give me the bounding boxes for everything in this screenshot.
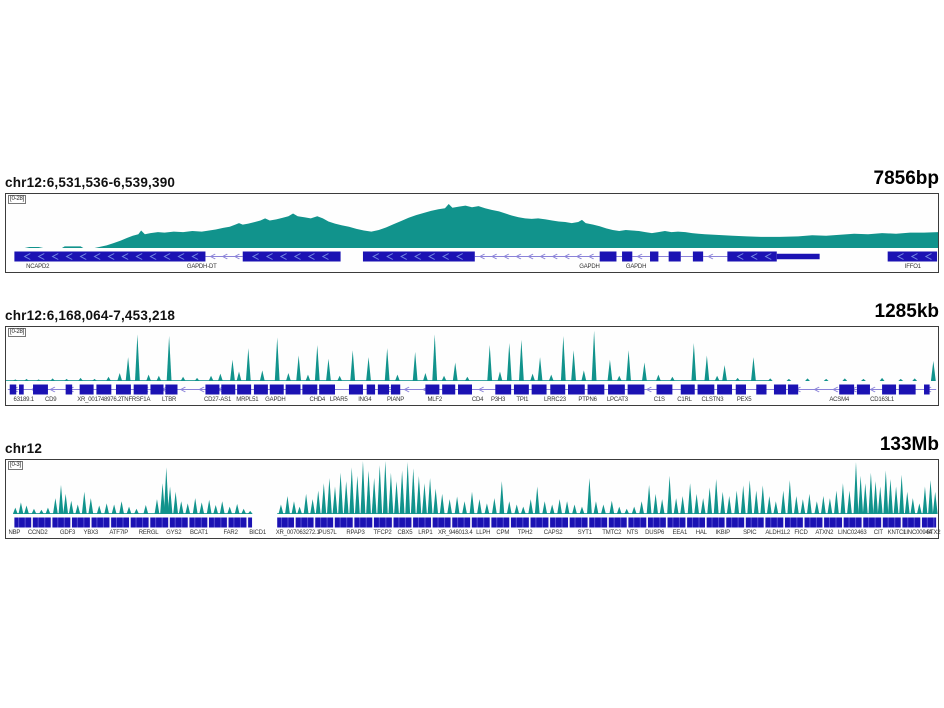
gene-label: EEA1 bbox=[672, 530, 688, 536]
gene-label: PUS7L bbox=[318, 530, 337, 536]
gene-label: LRRC23 bbox=[544, 397, 566, 403]
coverage-signal-track bbox=[12, 461, 938, 514]
panel-header: chr12:6,531,536-6,539,390 7856bp bbox=[5, 166, 939, 190]
gene-label: CD27-AS1 bbox=[204, 397, 232, 403]
gene-annotation-track bbox=[14, 251, 938, 262]
gene-label: ATF7IP bbox=[109, 530, 129, 536]
gene-label: MLF2 bbox=[427, 397, 442, 403]
gene-label: IKBIP bbox=[715, 530, 731, 536]
data-range-label: [0-28] bbox=[8, 195, 27, 204]
gene-labels-row: NCAPD2 GAPDH-DT GAPDH GAPDH IFFO1 bbox=[6, 263, 938, 272]
locus-panel-chr12-whole: chr12 133Mb [0-3] NBP CCND2 GDF3 YBX3 ATF7IP… bbox=[5, 432, 941, 539]
gene-label: CD163L1 bbox=[870, 397, 895, 403]
gene-label: CD9 bbox=[45, 397, 57, 403]
locus-panel-1285kb: chr12:6,168,064-7,453,218 1285kb [0-28] … bbox=[5, 299, 939, 406]
gene-label: C1RL bbox=[677, 397, 692, 403]
data-range-label: [0-28] bbox=[8, 328, 27, 337]
gene-label: RPAP3 bbox=[346, 530, 365, 536]
gene-label: CBX5 bbox=[397, 530, 413, 536]
gene-label: YBX3 bbox=[83, 530, 99, 536]
gene-label: TPI1 bbox=[516, 397, 529, 403]
gene-label: CCND2 bbox=[27, 530, 48, 536]
gene-label: HAL bbox=[695, 530, 707, 536]
gene-label: XR_001748976.2 bbox=[77, 397, 122, 403]
gene-label: DUSP6 bbox=[645, 530, 665, 536]
gene-label: SPIC bbox=[743, 530, 757, 536]
gene-label: BICD1 bbox=[249, 530, 266, 536]
gene-label: TNFRSF1A bbox=[120, 397, 151, 403]
gene-label: ALDH1L2 bbox=[765, 530, 790, 536]
gene-label: LPCAT3 bbox=[606, 397, 628, 403]
gene-label: CD4 bbox=[471, 397, 484, 403]
gene-label: KNTC1 bbox=[887, 530, 907, 536]
locus-region-label: chr12:6,168,064-7,453,218 bbox=[5, 308, 176, 323]
gene-label: GYS2 bbox=[166, 530, 182, 536]
gene-label: RERGL bbox=[138, 530, 159, 536]
coverage-signal-track bbox=[6, 330, 936, 381]
gene-label: PIANP bbox=[387, 397, 405, 403]
gene-label: LRP1 bbox=[418, 530, 433, 536]
gene-label: CLSTN3 bbox=[701, 397, 724, 403]
gene-label: ATXN2 bbox=[815, 530, 834, 536]
gene-label: LPAR5 bbox=[329, 397, 348, 403]
gene-label: TFCP2 bbox=[373, 530, 392, 536]
gene-label: FAR2 bbox=[223, 530, 238, 536]
locus-span-label: 7856bp bbox=[873, 168, 939, 189]
locus-region-label: chr12:6,531,536-6,539,390 bbox=[5, 175, 176, 190]
gene-label: LTBR bbox=[162, 397, 177, 403]
gene-label: LINC02463 bbox=[837, 530, 867, 536]
gene-label: PEX5 bbox=[736, 397, 752, 403]
locus-region-label: chr12 bbox=[5, 441, 43, 456]
gene-label: TPH2 bbox=[517, 530, 533, 536]
gene-label: LINC00944 bbox=[903, 530, 932, 536]
gene-label: P3H3 bbox=[490, 397, 506, 403]
gene-label: GAPDH bbox=[265, 397, 286, 403]
track-box: [0-3] NBP CCND2 GDF3 YBX3 ATF7IP RERGL GYS2 BCA… bbox=[5, 459, 941, 539]
gene-label: PTPN6 bbox=[578, 397, 597, 403]
gene-label: 63189.1 bbox=[13, 397, 34, 403]
gene-label: STX2 bbox=[926, 530, 941, 536]
gene-label: C1S bbox=[653, 397, 665, 403]
gene-label: NBP bbox=[8, 530, 21, 536]
gene-label: FICD bbox=[794, 530, 808, 536]
gene-label: XR_007063272.1 bbox=[275, 530, 320, 536]
gene-label: CIT bbox=[873, 530, 883, 536]
locus-panel-gapdh-zoom: chr12:6,531,536-6,539,390 7856bp [0-28] … bbox=[5, 166, 939, 273]
data-range-label: [0-3] bbox=[8, 461, 24, 470]
locus-span-label: 133Mb bbox=[879, 434, 939, 455]
gene-label: GDF3 bbox=[59, 530, 76, 536]
gene-label: GAPDH bbox=[625, 264, 647, 270]
locus-span-label: 1285kb bbox=[874, 301, 939, 322]
gene-labels-row: 63189.1 CD9 XR_001748976.2 TNFRSF1A LTBR CD27… bbox=[6, 396, 938, 405]
gene-label: IFFO1 bbox=[904, 264, 921, 270]
gene-label: NCAPD2 bbox=[26, 264, 50, 270]
coverage-signal-track bbox=[6, 204, 938, 248]
track-box: [0-28] NCAPD2 GAPDH-DT GAPDH GAPDH IFFO1 bbox=[5, 193, 939, 273]
gene-label: XR_946013.4 bbox=[437, 530, 473, 536]
track-box: [0-28] 63189.1 CD9 XR_001748976.2 TNFRSF1A L… bbox=[5, 326, 939, 406]
gene-label: GAPDH bbox=[579, 264, 600, 270]
gene-label: BCAT1 bbox=[189, 530, 208, 536]
gene-label: ING4 bbox=[358, 397, 372, 403]
gene-annotation-track bbox=[7, 384, 937, 395]
gene-annotation-track bbox=[14, 517, 937, 528]
gene-label: CAPS2 bbox=[543, 530, 563, 536]
panel-header: chr12:6,168,064-7,453,218 1285kb bbox=[5, 299, 939, 323]
igv-tracks-figure: chr12:6,531,536-6,539,390 7856bp [0-28] … bbox=[5, 166, 941, 539]
gene-labels-row: NBP CCND2 GDF3 YBX3 ATF7IP RERGL GYS2 BCAT1 FAR2… bbox=[6, 529, 941, 538]
gene-label: TMTC2 bbox=[602, 530, 622, 536]
gene-label: ACSM4 bbox=[829, 397, 850, 403]
gene-label: CHD4 bbox=[309, 397, 326, 403]
gene-label: GAPDH-DT bbox=[186, 264, 217, 270]
gene-label: NTS bbox=[626, 530, 639, 536]
gene-label: SYT1 bbox=[577, 530, 592, 536]
gene-label: CPM bbox=[496, 530, 510, 536]
gene-label: MRPL51 bbox=[236, 397, 259, 403]
gene-label: LLPH bbox=[476, 530, 491, 536]
panel-header: chr12 133Mb bbox=[5, 432, 939, 456]
